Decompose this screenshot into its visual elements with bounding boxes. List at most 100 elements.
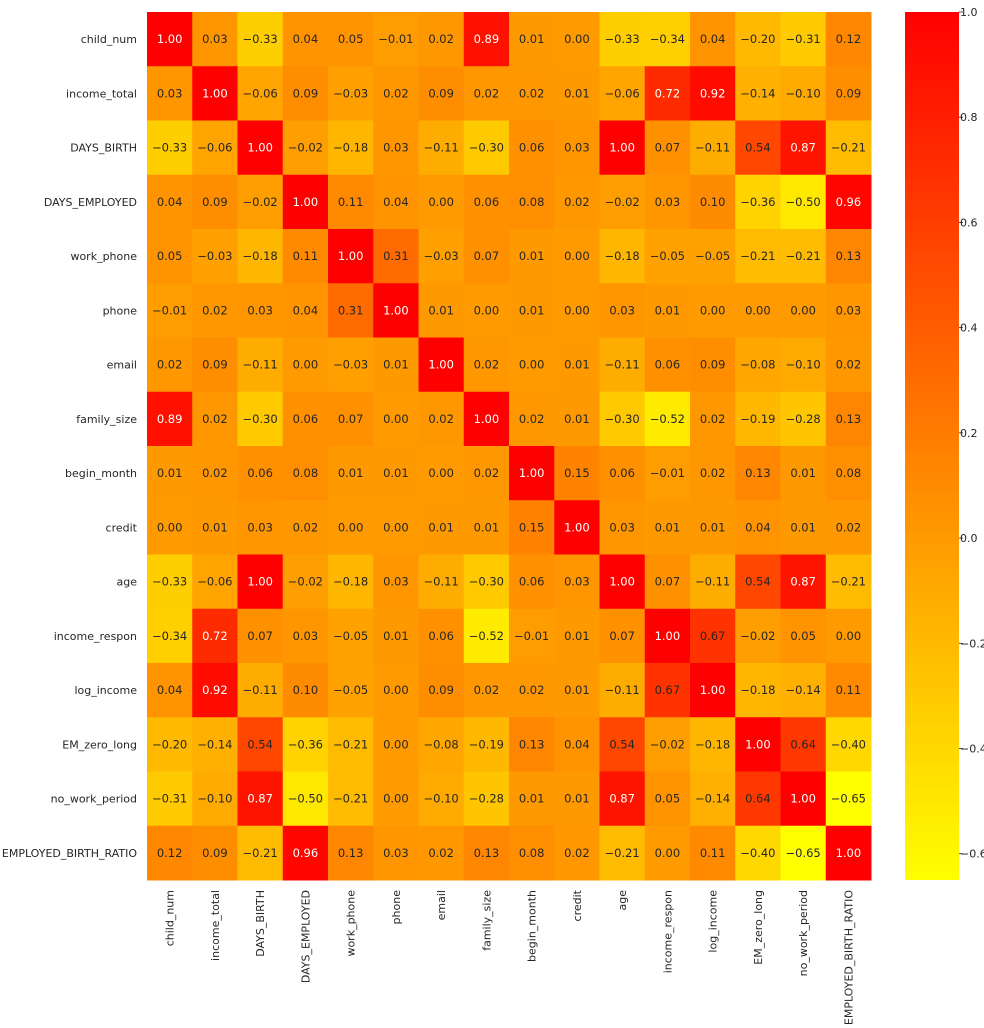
heatmap-cell — [192, 825, 238, 881]
heatmap-cell — [147, 554, 193, 610]
heatmap-cell — [554, 608, 600, 664]
heatmap-cell — [780, 825, 827, 881]
cell-value-label: 0.02 — [474, 86, 500, 100]
cell-value-label: −0.40 — [831, 737, 866, 751]
cell-value-label: 0.02 — [474, 683, 500, 697]
cell-value-label: 0.04 — [745, 520, 771, 534]
cell-value-label: −0.52 — [469, 629, 504, 643]
cell-value-label: 0.01 — [564, 792, 590, 806]
heatmap-cell — [418, 500, 465, 555]
heatmap-cell — [282, 174, 329, 230]
cell-value-label: 0.01 — [655, 520, 681, 534]
cell-value-label: 0.06 — [519, 575, 545, 589]
cell-value-label: 0.00 — [428, 195, 454, 209]
cell-value-label: −0.05 — [695, 249, 730, 263]
heatmap-cell — [463, 120, 510, 176]
cell-value-label: 0.02 — [202, 412, 228, 426]
cell-value-label: 0.13 — [474, 846, 500, 860]
heatmap-cell — [509, 717, 555, 772]
heatmap-cell — [554, 337, 600, 393]
cell-value-label: 0.00 — [790, 303, 816, 317]
cell-value-label: 0.02 — [383, 86, 409, 100]
heatmap-cell — [644, 446, 691, 501]
heatmap-cell — [509, 446, 555, 501]
heatmap-cell — [373, 283, 419, 338]
heatmap-cell — [463, 391, 510, 447]
cell-value-label: 0.00 — [836, 629, 862, 643]
cell-value-label: 0.13 — [836, 249, 862, 263]
heatmap-cell — [328, 500, 374, 555]
heatmap-cell — [599, 229, 646, 284]
heatmap-cell — [282, 446, 329, 501]
heatmap-cell — [328, 825, 374, 881]
heatmap-cell — [418, 391, 465, 447]
heatmap-cell — [418, 717, 465, 772]
cell-value-label: −0.20 — [152, 737, 187, 751]
heatmap-cell — [554, 825, 600, 881]
cell-value-label: 0.11 — [700, 846, 726, 860]
heatmap-cell — [282, 608, 329, 664]
cell-value-label: 0.00 — [428, 466, 454, 480]
cell-value-label: 1.00 — [293, 195, 319, 209]
cell-value-label: −0.02 — [288, 141, 323, 155]
cell-value-label: 0.09 — [836, 86, 862, 100]
heatmap-cell — [463, 229, 510, 284]
cell-value-label: 1.00 — [836, 846, 862, 860]
cell-value-label: 1.00 — [700, 683, 726, 697]
cell-value-label: 0.00 — [519, 358, 545, 372]
heatmap-cell — [780, 337, 827, 393]
heatmap-cell — [463, 825, 510, 881]
cell-value-label: 0.00 — [700, 303, 726, 317]
heatmap-cell — [463, 663, 510, 718]
colorbar-tick-label: −0.6 — [960, 848, 984, 861]
cell-value-label: 0.01 — [519, 792, 545, 806]
heatmap-cell — [509, 229, 555, 284]
cell-value-label: −0.21 — [831, 141, 866, 155]
cell-value-label: 0.00 — [383, 412, 409, 426]
colorbar — [905, 12, 959, 880]
heatmap-cell — [509, 608, 555, 664]
heatmap-cell — [780, 771, 827, 827]
cell-value-label: 0.01 — [564, 629, 590, 643]
heatmap-cell — [418, 337, 465, 393]
heatmap-cell — [780, 663, 827, 718]
heatmap-cell — [780, 229, 827, 284]
column-label: DAYS_EMPLOYED — [299, 890, 312, 983]
cell-value-label: −0.20 — [740, 32, 775, 46]
heatmap-cell — [328, 391, 374, 447]
heatmap-cell — [780, 391, 827, 447]
cell-value-label: 0.00 — [564, 32, 590, 46]
cell-value-label: −0.36 — [740, 195, 775, 209]
heatmap-cell — [328, 608, 374, 664]
heatmap-cell — [644, 608, 691, 664]
cell-value-label: 0.87 — [609, 792, 635, 806]
cell-value-label: 1.00 — [428, 358, 454, 372]
cell-value-label: −0.30 — [469, 575, 504, 589]
heatmap-cell — [463, 174, 510, 230]
cell-value-label: 0.54 — [745, 575, 771, 589]
heatmap-cell — [237, 12, 284, 67]
heatmap-cell — [825, 500, 872, 555]
column-tick-labels: child_num income_total DAYS_BIRTH DAYS_EMPL… — [164, 889, 856, 1025]
heatmap-cell — [735, 174, 781, 230]
heatmap-cell — [418, 663, 465, 718]
cell-value-label: −0.33 — [152, 575, 187, 589]
cell-value-label: 0.01 — [383, 466, 409, 480]
cell-value-label: 0.13 — [338, 846, 364, 860]
heatmap-cell — [463, 66, 510, 121]
heatmap-cell — [825, 717, 872, 772]
cell-value-label: −0.03 — [333, 86, 368, 100]
heatmap-cell — [509, 771, 555, 827]
cell-value-label: 0.08 — [836, 466, 862, 480]
heatmap-cell — [418, 229, 465, 284]
heatmap-cell — [282, 66, 329, 121]
cell-value-label: 0.08 — [519, 195, 545, 209]
row-tick-labels: child_num income_total DAYS_BIRTH DAYS_EMPL… — [2, 33, 138, 860]
heatmap-cell — [690, 66, 736, 121]
heatmap-cell — [147, 663, 193, 718]
cell-value-label: 0.03 — [383, 141, 409, 155]
heatmap-cell — [237, 500, 284, 555]
heatmap-cell — [237, 717, 284, 772]
heatmap-cell — [554, 500, 600, 555]
